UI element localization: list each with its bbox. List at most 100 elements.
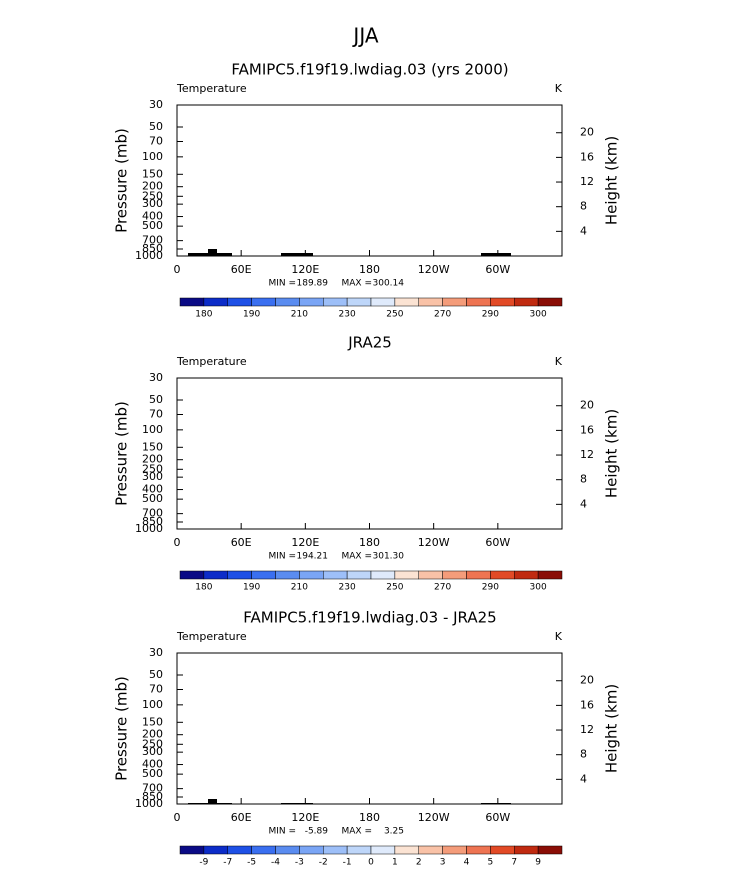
y-tick-label: 50 <box>149 668 163 681</box>
colorbar-box <box>394 297 419 307</box>
y2-tick-label: 4 <box>580 497 587 510</box>
colorbar-box <box>394 845 419 855</box>
colorbar-box <box>537 845 563 855</box>
y2-tick-label: 4 <box>580 772 587 785</box>
y2-tick-label: 12 <box>580 448 594 461</box>
colorbar-box <box>394 570 419 580</box>
y2-tick-label: 16 <box>580 423 594 436</box>
x-tick-label: 0 <box>174 811 181 824</box>
colorbar-label: 230 <box>339 583 356 593</box>
colorbar-box <box>203 570 228 580</box>
colorbar-label: 1 <box>392 858 398 868</box>
variable-label: Temperature <box>176 82 247 95</box>
colorbar-label: -1 <box>343 858 352 868</box>
y-tick-label: 200 <box>142 180 163 193</box>
y-tick-label: 500 <box>142 219 163 232</box>
units-label: K <box>555 82 563 95</box>
y2-tick-label: 16 <box>580 150 594 163</box>
colorbar-box <box>299 845 324 855</box>
min-value: 189.89 <box>297 279 329 289</box>
plot-frame <box>176 104 563 257</box>
colorbar-box <box>346 845 372 855</box>
y-tick-label: 200 <box>142 453 163 466</box>
y-axis-label: Pressure (mb) <box>113 401 131 506</box>
max-value: 301.30 <box>373 552 405 562</box>
colorbar-label: 230 <box>339 310 356 320</box>
colorbar-box <box>514 297 539 307</box>
y-tick-label: 1000 <box>135 522 163 535</box>
colorbar-box <box>346 297 372 307</box>
y2-axis-label: Height (km) <box>603 136 621 225</box>
y-tick-label: 400 <box>142 483 163 496</box>
colorbar-label: 290 <box>482 583 499 593</box>
y-tick-label: 30 <box>149 371 163 384</box>
plot-frame <box>176 652 563 805</box>
x-tick-label: 120E <box>291 536 319 549</box>
y-tick-label: 250 <box>142 189 163 202</box>
colorbar-box <box>299 297 324 307</box>
colorbar-box <box>490 570 515 580</box>
x-tick-label: 180 <box>359 811 380 824</box>
y2-tick-label: 20 <box>580 126 594 139</box>
colorbar-box <box>370 845 396 855</box>
y-tick-label: 700 <box>142 782 163 795</box>
colorbar-box <box>370 297 396 307</box>
y-tick-label: 400 <box>142 758 163 771</box>
colorbar-box <box>299 570 324 580</box>
colorbar-box <box>442 297 467 307</box>
colorbar-box <box>418 570 443 580</box>
colorbar-label: 250 <box>386 583 403 593</box>
y-tick-label: 850 <box>142 790 163 803</box>
colorbar-label: 0 <box>368 858 374 868</box>
y-tick-label: 100 <box>142 698 163 711</box>
x-tick-label: 0 <box>174 536 181 549</box>
max-text: MAX = <box>342 552 373 562</box>
y-tick-label: 700 <box>142 234 163 247</box>
max-value: 300.14 <box>373 279 405 289</box>
colorbar-box <box>179 845 205 855</box>
colorbar-label: -7 <box>223 858 232 868</box>
colorbar-box <box>418 297 443 307</box>
colorbar-box <box>227 570 252 580</box>
x-tick-label: 60E <box>231 263 252 276</box>
colorbar-box <box>442 570 467 580</box>
colorbar-box <box>490 297 515 307</box>
y-tick-label: 70 <box>149 682 163 695</box>
y2-tick-label: 16 <box>580 698 594 711</box>
colorbar-label: 210 <box>291 583 308 593</box>
colorbar-label: 3 <box>440 858 446 868</box>
y-tick-label: 50 <box>149 393 163 406</box>
colorbar-box <box>418 845 443 855</box>
max-value: 3.25 <box>384 827 404 837</box>
x-tick-label: 120E <box>291 811 319 824</box>
units-label: K <box>555 630 563 643</box>
x-tick-label: 120E <box>291 263 319 276</box>
x-tick-label: 60W <box>485 263 510 276</box>
variable-label: Temperature <box>176 630 247 643</box>
min-text: MIN = <box>268 552 296 562</box>
x-tick-label: 120W <box>418 263 450 276</box>
colorbar-label: -4 <box>271 858 280 868</box>
colorbar-box <box>514 570 539 580</box>
colorbar-box <box>179 297 205 307</box>
panel: FAMIPC5.f19f19.lwdiag.03 - JRA25 Temperat… <box>113 609 621 868</box>
x-tick-label: 0 <box>174 263 181 276</box>
colorbar-box <box>275 297 300 307</box>
colorbar-label: 300 <box>530 583 547 593</box>
colorbar-box <box>537 570 563 580</box>
y-tick-label: 100 <box>142 150 163 163</box>
y-tick-label: 1000 <box>135 797 163 810</box>
figure-title: JJA <box>351 24 378 48</box>
colorbar-box <box>442 845 467 855</box>
colorbar-label: 290 <box>482 310 499 320</box>
y2-tick-label: 12 <box>580 723 594 736</box>
y-tick-label: 100 <box>142 423 163 436</box>
y-tick-label: 50 <box>149 120 163 133</box>
min-value: -5.89 <box>305 827 329 837</box>
y-tick-label: 300 <box>142 745 163 758</box>
colorbar-box <box>323 297 348 307</box>
y-tick-label: 500 <box>142 492 163 505</box>
y-tick-label: 250 <box>142 737 163 750</box>
colorbar-box <box>323 845 348 855</box>
y2-tick-label: 4 <box>580 224 587 237</box>
